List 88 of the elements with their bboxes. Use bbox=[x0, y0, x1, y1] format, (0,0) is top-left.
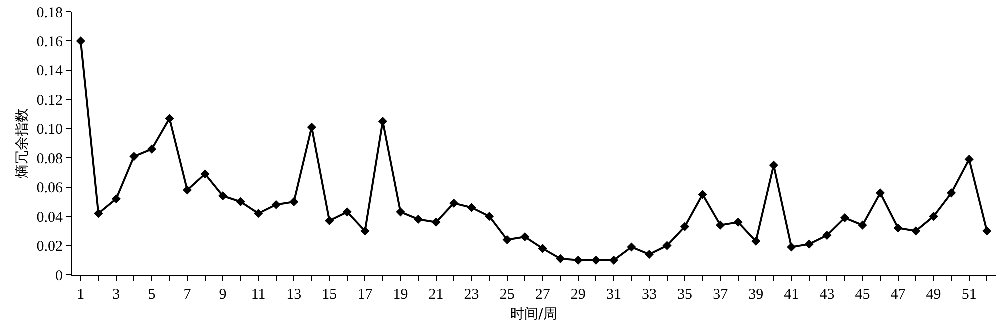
point bbox=[804, 240, 814, 249]
x-tick-label: 33 bbox=[642, 287, 657, 303]
point bbox=[76, 36, 86, 46]
x-tick-label: 21 bbox=[428, 287, 444, 303]
y-axis-title: 熵冗余指数 bbox=[14, 108, 30, 178]
point bbox=[822, 231, 832, 240]
point bbox=[130, 152, 139, 162]
point bbox=[502, 235, 512, 244]
x-axis-title: 时间/周 bbox=[510, 306, 558, 322]
y-tick-label: 0.16 bbox=[36, 34, 64, 50]
x-tick-label: 35 bbox=[678, 287, 693, 303]
y-tick-label: 0.14 bbox=[36, 64, 64, 80]
x-tick-label: 3 bbox=[112, 287, 120, 303]
x-tick-label: 19 bbox=[393, 287, 408, 303]
x-tick-label: 15 bbox=[322, 287, 338, 303]
point bbox=[592, 256, 601, 265]
point bbox=[236, 197, 246, 206]
point bbox=[574, 256, 583, 265]
point bbox=[734, 218, 743, 227]
x-tick-label: 1 bbox=[77, 287, 85, 303]
point bbox=[147, 144, 157, 154]
point bbox=[644, 250, 654, 260]
x-tick-label: 5 bbox=[148, 287, 156, 303]
point bbox=[858, 220, 868, 230]
point bbox=[520, 232, 530, 242]
y-tick-label: 0.10 bbox=[36, 122, 63, 138]
x-tick-label: 7 bbox=[184, 287, 192, 303]
y-tick-label: 0.06 bbox=[36, 180, 64, 197]
point bbox=[964, 155, 974, 164]
point bbox=[662, 241, 672, 250]
point bbox=[254, 209, 264, 218]
point bbox=[894, 224, 903, 233]
point bbox=[929, 212, 938, 222]
point bbox=[609, 256, 619, 265]
point bbox=[449, 198, 459, 208]
point bbox=[982, 226, 992, 236]
point bbox=[556, 254, 566, 264]
point bbox=[485, 212, 494, 222]
x-tick-label: 13 bbox=[286, 287, 302, 303]
point bbox=[840, 213, 850, 223]
x-tick-label: 45 bbox=[855, 287, 870, 303]
x-tick-label: 25 bbox=[500, 287, 515, 303]
point bbox=[112, 194, 121, 204]
point bbox=[165, 114, 174, 124]
point bbox=[752, 236, 761, 246]
point bbox=[200, 170, 210, 179]
x-tick-label: 27 bbox=[535, 287, 551, 303]
x-tick-label: 17 bbox=[358, 287, 374, 303]
x-tick-label: 23 bbox=[464, 287, 480, 303]
y-tick-label: 0.08 bbox=[36, 151, 63, 168]
point bbox=[432, 218, 441, 227]
y-tick-label: 0.12 bbox=[36, 92, 63, 109]
point bbox=[342, 208, 352, 217]
x-tick-label: 41 bbox=[784, 287, 800, 303]
point bbox=[182, 186, 192, 195]
x-tick-label: 11 bbox=[251, 287, 266, 303]
point bbox=[680, 222, 690, 232]
point bbox=[947, 188, 956, 198]
x-tick-label: 9 bbox=[219, 287, 227, 303]
point bbox=[876, 188, 886, 198]
point bbox=[716, 220, 726, 230]
point bbox=[698, 190, 708, 200]
point bbox=[272, 200, 281, 210]
point bbox=[94, 209, 104, 218]
point bbox=[538, 244, 548, 254]
x-tick-label: 47 bbox=[890, 287, 906, 303]
x-tick-label: 37 bbox=[713, 287, 729, 303]
y-tick-label: 0.18 bbox=[36, 5, 63, 22]
point bbox=[627, 242, 636, 252]
point bbox=[325, 216, 334, 226]
x-tick-label: 49 bbox=[926, 287, 942, 303]
point bbox=[290, 197, 299, 206]
point bbox=[360, 226, 370, 236]
point bbox=[218, 192, 228, 201]
point bbox=[396, 208, 406, 217]
x-tick-label: 51 bbox=[962, 287, 977, 303]
point bbox=[911, 226, 921, 236]
point bbox=[414, 214, 424, 224]
x-tick-label: 39 bbox=[748, 287, 764, 303]
y-tick-label: 0.02 bbox=[36, 239, 63, 256]
y-tick-label: 0 bbox=[56, 268, 63, 284]
point bbox=[467, 203, 476, 212]
point bbox=[787, 242, 796, 252]
x-tick-label: 29 bbox=[570, 287, 586, 303]
point bbox=[378, 117, 388, 126]
y-tick-label: 0.04 bbox=[36, 210, 64, 226]
x-tick-label: 31 bbox=[606, 287, 622, 303]
x-tick-label: 43 bbox=[820, 287, 835, 303]
